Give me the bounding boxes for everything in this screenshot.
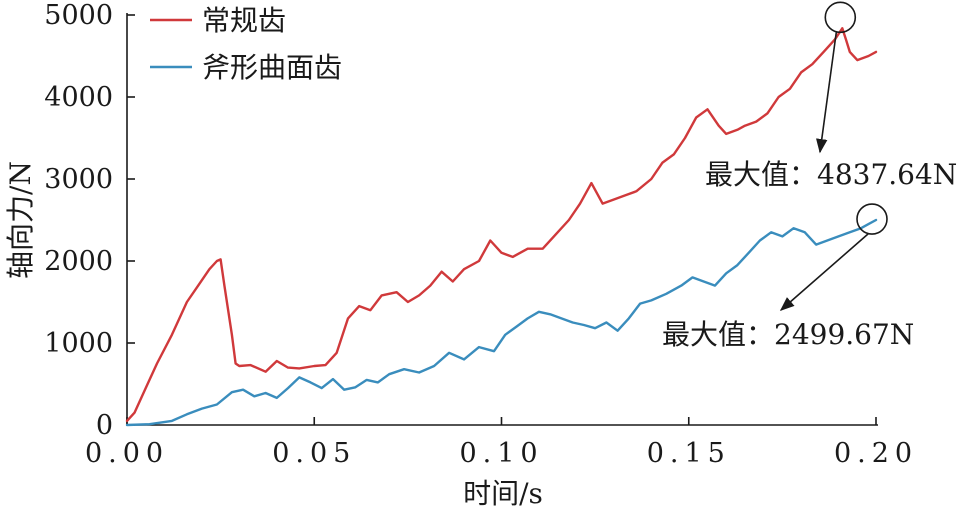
annotations: 最大值：4837.64N 最大值：2499.67N xyxy=(662,1,957,351)
legend-label-2: 斧形曲面齿 xyxy=(202,51,342,84)
annotation-label: 最大值：4837.64N xyxy=(705,158,957,191)
y-tick-label: 4000 xyxy=(44,82,113,113)
y-axis-title: 轴向力/N xyxy=(4,161,37,279)
y-tick-label: 1000 xyxy=(44,328,113,359)
legend-label-1: 常规齿 xyxy=(202,4,286,37)
y-ticks: 0 1000 2000 3000 4000 5000 xyxy=(44,0,135,441)
x-tick-label: 0.05 xyxy=(272,438,356,469)
y-tick-label: 2000 xyxy=(44,246,113,277)
x-tick-label: 0.15 xyxy=(647,438,731,469)
y-tick-label: 3000 xyxy=(44,164,113,195)
series-layer xyxy=(125,27,878,427)
x-tick-label: 0.20 xyxy=(834,438,918,469)
y-tick-label: 5000 xyxy=(44,0,113,31)
x-tick-label: 0.00 xyxy=(85,438,169,469)
annotation-arrow xyxy=(816,32,838,154)
series-line-2 xyxy=(125,218,878,427)
x-tick-label: 0.10 xyxy=(459,438,543,469)
annotation-label: 最大值：2499.67N xyxy=(662,318,914,351)
axes xyxy=(126,13,878,426)
x-ticks: 0.00 0.05 0.10 0.15 0.20 xyxy=(85,417,918,469)
x-axis-title: 时间/s xyxy=(463,477,543,510)
peak-marker-circle xyxy=(824,1,857,34)
peak-marker-circle xyxy=(856,203,888,235)
annotation-arrow xyxy=(779,233,869,311)
series-line-1 xyxy=(125,27,878,423)
y-tick-label: 0 xyxy=(96,410,113,441)
